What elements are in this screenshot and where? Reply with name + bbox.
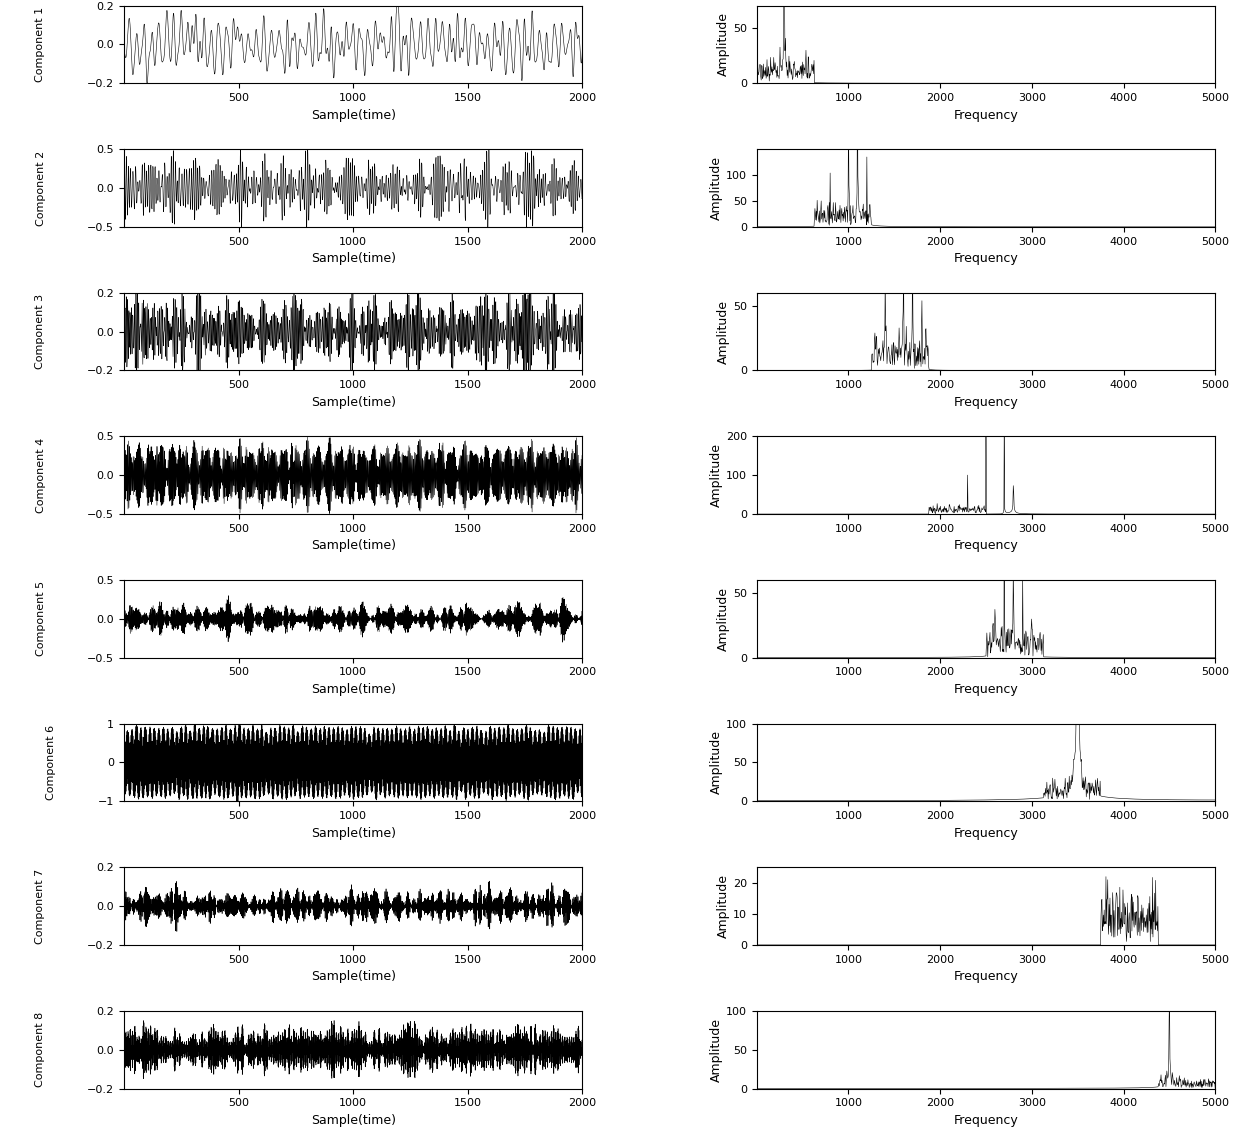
X-axis label: Sample(time): Sample(time) — [311, 253, 396, 265]
Y-axis label: Component 2: Component 2 — [36, 150, 46, 226]
Y-axis label: Amplitude: Amplitude — [717, 874, 730, 938]
X-axis label: Frequency: Frequency — [954, 682, 1018, 696]
X-axis label: Frequency: Frequency — [954, 539, 1018, 553]
X-axis label: Sample(time): Sample(time) — [311, 1113, 396, 1127]
X-axis label: Sample(time): Sample(time) — [311, 682, 396, 696]
Y-axis label: Component 8: Component 8 — [36, 1012, 46, 1087]
Y-axis label: Component 4: Component 4 — [36, 438, 46, 513]
Y-axis label: Amplitude: Amplitude — [717, 587, 730, 651]
X-axis label: Frequency: Frequency — [954, 396, 1018, 408]
Y-axis label: Component 3: Component 3 — [36, 294, 46, 369]
Y-axis label: Component 1: Component 1 — [36, 7, 46, 82]
X-axis label: Sample(time): Sample(time) — [311, 396, 396, 408]
Y-axis label: Amplitude: Amplitude — [717, 300, 730, 363]
X-axis label: Frequency: Frequency — [954, 1113, 1018, 1127]
X-axis label: Sample(time): Sample(time) — [311, 108, 396, 122]
Y-axis label: Component 5: Component 5 — [36, 581, 46, 656]
X-axis label: Frequency: Frequency — [954, 827, 1018, 839]
Y-axis label: Amplitude: Amplitude — [711, 443, 723, 508]
X-axis label: Frequency: Frequency — [954, 970, 1018, 984]
Y-axis label: Amplitude: Amplitude — [717, 12, 730, 77]
X-axis label: Sample(time): Sample(time) — [311, 970, 396, 984]
Y-axis label: Amplitude: Amplitude — [711, 1017, 723, 1082]
Y-axis label: Amplitude: Amplitude — [711, 156, 723, 220]
X-axis label: Frequency: Frequency — [954, 253, 1018, 265]
Y-axis label: Component 6: Component 6 — [46, 725, 56, 800]
X-axis label: Sample(time): Sample(time) — [311, 539, 396, 553]
X-axis label: Frequency: Frequency — [954, 108, 1018, 122]
X-axis label: Sample(time): Sample(time) — [311, 827, 396, 839]
Y-axis label: Amplitude: Amplitude — [711, 731, 723, 794]
Y-axis label: Component 7: Component 7 — [36, 869, 46, 944]
